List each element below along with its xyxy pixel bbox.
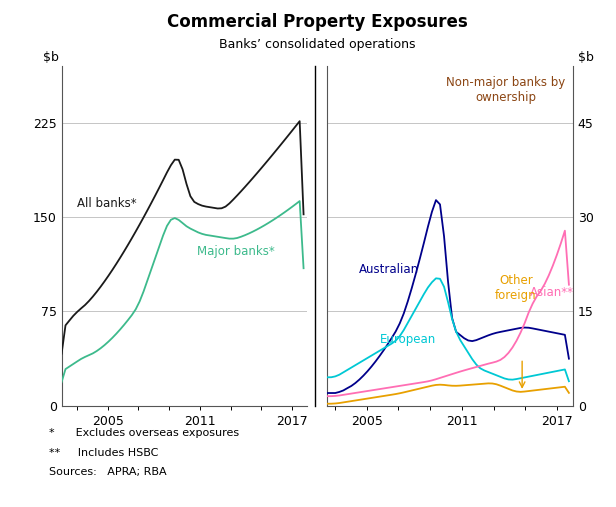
Text: Other
foreign: Other foreign <box>495 274 537 302</box>
Text: Australian: Australian <box>359 264 419 276</box>
Text: $b: $b <box>43 51 59 64</box>
Text: Banks’ consolidated operations: Banks’ consolidated operations <box>219 38 415 51</box>
Text: All banks*: All banks* <box>77 197 137 210</box>
Text: Asian**: Asian** <box>530 285 574 299</box>
Text: Non-major banks by
ownership: Non-major banks by ownership <box>446 76 565 104</box>
Text: European: European <box>379 333 436 346</box>
Text: **     Includes HSBC: ** Includes HSBC <box>49 448 159 458</box>
Text: Commercial Property Exposures: Commercial Property Exposures <box>167 13 468 31</box>
Text: Major banks*: Major banks* <box>197 244 275 258</box>
Text: $b: $b <box>578 51 594 64</box>
Text: Sources:   APRA; RBA: Sources: APRA; RBA <box>49 467 167 477</box>
Text: *      Excludes overseas exposures: * Excludes overseas exposures <box>49 428 240 439</box>
